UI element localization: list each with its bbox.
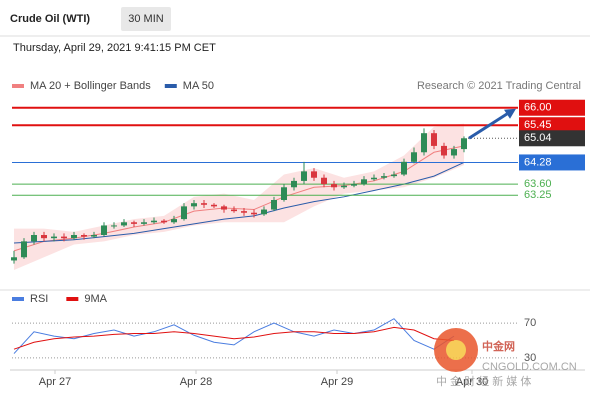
- candle-body: [11, 257, 17, 261]
- y-tick-label: 30: [524, 352, 536, 364]
- rsi-line: [13, 318, 455, 354]
- candle-body: [401, 161, 407, 175]
- level-box: [519, 99, 585, 116]
- candle-body: [151, 220, 157, 223]
- rsi-line: [13, 326, 455, 350]
- candle-body: [31, 235, 37, 242]
- x-tick-label: Apr 27: [39, 376, 71, 388]
- candle-body: [391, 174, 397, 177]
- level-label: 63.60: [524, 178, 552, 190]
- candle-body: [131, 222, 137, 224]
- candle-body: [81, 235, 87, 237]
- candle-body: [91, 235, 97, 237]
- candle-body: [141, 222, 147, 224]
- level-box: [519, 117, 585, 134]
- candle-body: [61, 236, 67, 239]
- candle-body: [321, 177, 327, 185]
- watermark: 中金网 CNGOLD.COM.CN 中 金 财 经 新 媒 体: [434, 328, 577, 388]
- candle-body: [271, 200, 277, 210]
- candle-body: [361, 179, 367, 185]
- x-tick-label: Apr 29: [321, 376, 353, 388]
- level-label: 66.00: [524, 102, 552, 114]
- candle-body: [171, 219, 177, 223]
- legend-label: 9MA: [84, 293, 107, 305]
- candle-body: [201, 203, 207, 205]
- candle-body: [161, 220, 167, 223]
- candle-body: [381, 176, 387, 178]
- legend-label: RSI: [30, 293, 48, 305]
- bollinger-band: [14, 123, 464, 271]
- candle-body: [331, 184, 337, 188]
- level-box: [519, 154, 585, 171]
- candle-body: [341, 185, 347, 188]
- candle-body: [461, 138, 467, 150]
- candle-body: [51, 236, 57, 239]
- level-box: [519, 130, 585, 147]
- candle-body: [121, 222, 127, 226]
- legend-label: MA 50: [183, 80, 214, 92]
- candle-body: [311, 171, 317, 178]
- target-arrow: [468, 109, 513, 140]
- watermark-slogan: 中 金 财 经 新 媒 体: [436, 374, 531, 388]
- candle-body: [21, 241, 27, 258]
- title: Crude Oil (WTI): [10, 13, 90, 25]
- level-label: 65.45: [524, 119, 552, 131]
- watermark-icon: [446, 340, 466, 360]
- datetime: Thursday, April 29, 2021 9:41:15 PM CET: [13, 42, 216, 54]
- candle-body: [351, 184, 357, 186]
- candle-body: [251, 212, 257, 215]
- level-label: 63.25: [524, 189, 552, 201]
- candle-body: [211, 204, 217, 207]
- interval: 30 MIN: [128, 13, 164, 25]
- ma20-line: [13, 145, 465, 252]
- candle-body: [191, 203, 197, 207]
- candle-body: [411, 152, 417, 162]
- candle-body: [301, 171, 307, 181]
- candle-body: [281, 187, 287, 200]
- candle-body: [221, 206, 227, 210]
- candle-body: [41, 235, 47, 239]
- candle-body: [241, 211, 247, 213]
- candle-body: [291, 180, 297, 188]
- candle-body: [231, 209, 237, 212]
- candle-body: [181, 206, 187, 220]
- candle-body: [261, 209, 267, 215]
- arrow-head: [504, 108, 516, 119]
- candle-body: [101, 225, 107, 235]
- x-tick-label: Apr 28: [180, 376, 212, 388]
- header-bar: [0, 0, 590, 36]
- ma50-line: [13, 162, 465, 244]
- candle-body: [441, 145, 447, 156]
- candle-body: [431, 133, 437, 146]
- level-label: 64.28: [524, 156, 552, 168]
- y-tick-label: 70: [524, 317, 536, 329]
- candle-body: [451, 149, 457, 156]
- watermark-site: CNGOLD.COM.CN: [482, 361, 577, 373]
- watermark-logo: 中金网: [482, 339, 515, 353]
- interval-box: [121, 7, 171, 31]
- level-label: 65.04: [524, 132, 552, 144]
- candle-body: [371, 177, 377, 180]
- candle-body: [421, 133, 427, 153]
- candle-body: [71, 235, 77, 239]
- legend-label: MA 20 + Bollinger Bands: [30, 80, 151, 92]
- credit: Research © 2021 Trading Central: [417, 80, 581, 92]
- x-tick-label: Apr 30: [456, 376, 488, 388]
- candle-body: [111, 225, 117, 227]
